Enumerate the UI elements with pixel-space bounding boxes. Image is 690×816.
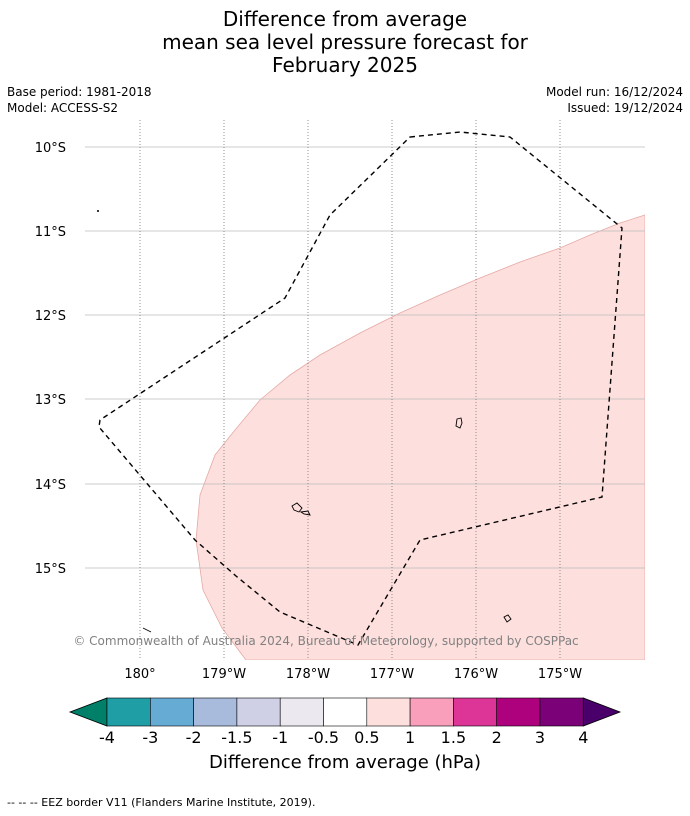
colorbar-swatch — [366, 697, 411, 727]
colorbar-tick-label: 4 — [578, 728, 588, 747]
island-b — [291, 502, 303, 513]
title-line-2: mean sea level pressure forecast for — [162, 30, 528, 54]
chart-title: Difference from average mean sea level p… — [0, 8, 690, 77]
island-f — [96, 209, 100, 213]
colorbar-extend-high — [582, 697, 622, 727]
colorbar-swatch — [193, 697, 238, 727]
colorbar-tick-label: 1.5 — [441, 728, 466, 747]
title-line-3: February 2025 — [272, 53, 418, 77]
island-e — [142, 627, 152, 633]
lon-label-176w: 176°W — [454, 667, 498, 682]
island-a — [455, 417, 463, 429]
colorbar-swatch — [453, 697, 497, 727]
colorbar-swatch — [323, 697, 368, 727]
lon-label-175w: 175°W — [538, 667, 582, 682]
eez-border — [98, 131, 623, 646]
colorbar-swatch — [409, 697, 454, 727]
lat-label-15s: 15°S — [35, 562, 66, 577]
title-line-1: Difference from average — [222, 7, 468, 31]
lon-label-179w: 179°W — [202, 667, 246, 682]
colorbar-tick-label: 1 — [405, 728, 415, 747]
eez-legend-note: -- -- -- EEZ border V11 (Flanders Marine… — [7, 796, 316, 809]
lat-label-14s: 14°S — [35, 478, 66, 493]
colorbar-swatch — [539, 697, 584, 727]
base-period: Base period: 1981-2018 — [7, 85, 152, 99]
longitude-gridlines — [139, 120, 561, 660]
colorbar-swatch — [279, 697, 324, 727]
colorbar-extend-low — [68, 697, 108, 727]
map-attribution: © Commonwealth of Australia 2024, Bureau… — [73, 634, 578, 648]
island-d — [503, 614, 512, 623]
lat-label-10s: 10°S — [35, 141, 66, 156]
issued-date: Issued: 19/12/2024 — [567, 101, 683, 115]
colorbar-tick-label: -4 — [99, 728, 115, 747]
colorbar-swatch — [150, 697, 194, 727]
colorbar-label: Difference from average (hPa) — [208, 752, 482, 773]
colorbar-tick-label: -3 — [142, 728, 158, 747]
colorbar: -4 -3 -2 -1.5 -1 -0.5 0.5 1 1.5 2 3 4 — [68, 697, 622, 747]
colorbar-tick-label: -1.5 — [221, 728, 252, 747]
colorbar-tick-label: 0.5 — [354, 728, 379, 747]
lon-label-177w: 177°W — [370, 667, 414, 682]
lon-label-178w: 178°W — [286, 667, 330, 682]
model-run: Model run: 16/12/2024 — [545, 85, 683, 99]
meta-left: Base period: 1981-2018 Model: ACCESS-S2 — [7, 84, 152, 116]
colorbar-swatch — [106, 697, 151, 727]
latitude-gridlines — [85, 146, 645, 569]
colorbar-tick-label: -0.5 — [308, 728, 339, 747]
lat-label-13s: 13°S — [35, 393, 66, 408]
colorbar-tick-label: 2 — [492, 728, 502, 747]
colorbar-swatch — [496, 697, 541, 727]
meta-right: Model run: 16/12/2024 Issued: 19/12/2024 — [546, 84, 683, 116]
lon-label-180: 180° — [124, 667, 155, 682]
colorbar-tick-label: -1 — [272, 728, 288, 747]
colorbar-tick-label: 3 — [535, 728, 545, 747]
pressure-anomaly-region — [195, 214, 645, 660]
colorbar-swatch — [236, 697, 281, 727]
colorbar-tick-label: -2 — [186, 728, 202, 747]
model-name: Model: ACCESS-S2 — [7, 101, 119, 115]
islands — [96, 209, 512, 633]
lat-label-12s: 12°S — [35, 309, 66, 324]
lat-label-11s: 11°S — [35, 225, 66, 240]
island-c — [299, 510, 311, 516]
